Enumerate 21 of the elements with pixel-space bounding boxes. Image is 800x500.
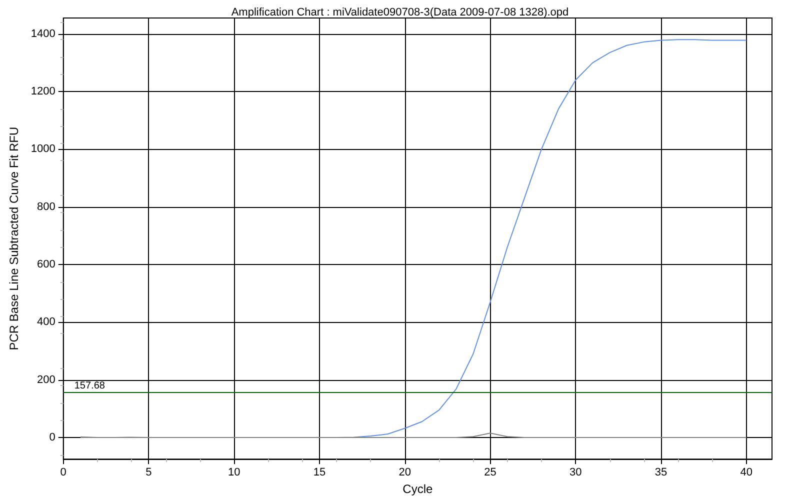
y-axis-title: PCR Base Line Subtracted Curve Fit RFU [7,126,21,350]
x-tick-label: 25 [484,466,496,479]
chart-title: Amplification Chart : miValidate090708-3(Data 2009-07-08 1328).opd [231,6,569,18]
x-tick-label: 20 [398,466,412,479]
y-tick-label: 800 [37,200,56,213]
y-tick-label: 200 [37,374,56,386]
x-tick-label: 0 [60,466,66,479]
x-axis-title: Cycle [402,482,434,496]
y-tick-label: 1000 [30,143,56,156]
y-tick-label: 1200 [30,86,56,98]
y-tick-label: 600 [37,258,56,270]
x-tick-label: 15 [313,466,326,479]
x-tick-label: 30 [570,466,582,479]
x-tick-label: 10 [228,466,240,479]
x-tick-label: 35 [654,466,668,479]
y-tick-label: 0 [49,431,56,444]
x-tick-label: 5 [146,466,152,479]
y-tick-label: 400 [37,316,56,328]
y-tick-label: 1400 [30,28,56,40]
ref-line-label: 157.68 [74,380,106,392]
x-tick-label: 40 [740,466,753,479]
